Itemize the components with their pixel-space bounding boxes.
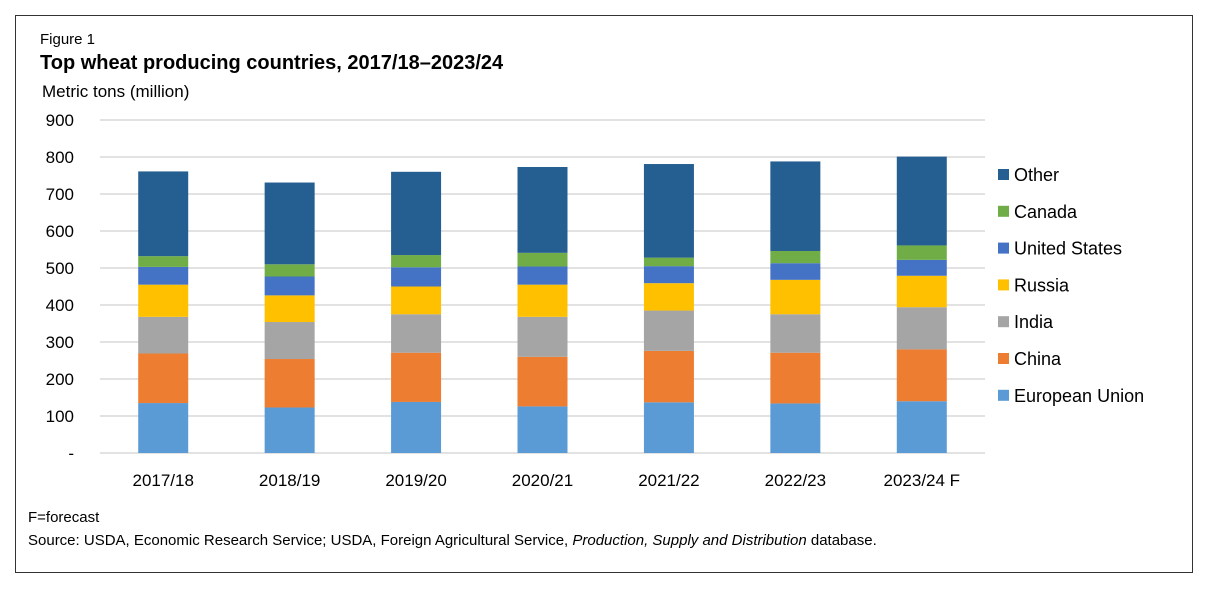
x-tick-label: 2017/18 bbox=[132, 471, 193, 490]
bar-segment-united-states bbox=[896, 259, 947, 276]
legend-swatch bbox=[998, 205, 1009, 217]
bar-segment-india bbox=[896, 307, 947, 350]
source-database: Production, Supply and Distribution bbox=[572, 532, 807, 549]
bar-segment-russia bbox=[138, 284, 189, 317]
forecast-note: F=forecast bbox=[28, 509, 100, 526]
bar-segment-china bbox=[770, 352, 821, 404]
bar-segment-china bbox=[643, 350, 694, 403]
bar-segment-china bbox=[517, 356, 568, 407]
bar-segment-other bbox=[391, 171, 442, 256]
bar-segment-canada bbox=[138, 256, 189, 267]
y-tick-label: 200 bbox=[46, 370, 74, 389]
bar-segment-india bbox=[643, 310, 694, 351]
bar-segment-russia bbox=[264, 295, 315, 323]
bar-segment-european-union bbox=[264, 407, 315, 453]
bar-segment-canada bbox=[770, 250, 821, 264]
bar-segment-united-states bbox=[517, 266, 568, 285]
y-tick-label: 600 bbox=[46, 222, 74, 241]
bar-segment-india bbox=[517, 316, 568, 357]
bar-segment-china bbox=[896, 349, 947, 402]
bar-segment-european-union bbox=[896, 401, 947, 453]
bar-segment-european-union bbox=[770, 403, 821, 453]
legend-label: European Union bbox=[1014, 386, 1144, 406]
source-note: Source: USDA, Economic Research Service;… bbox=[28, 532, 877, 549]
bar-segment-china bbox=[391, 352, 442, 402]
bar-segment-russia bbox=[643, 283, 694, 311]
bar-segment-india bbox=[264, 322, 315, 360]
bar-segment-other bbox=[896, 156, 947, 246]
bar-segment-united-states bbox=[391, 267, 442, 287]
bar-segment-canada bbox=[391, 255, 442, 268]
figure-frame bbox=[15, 15, 1193, 573]
bar-segment-russia bbox=[517, 284, 568, 317]
legend-label: Canada bbox=[1014, 202, 1078, 222]
legend-swatch bbox=[998, 353, 1009, 364]
bar-segment-canada bbox=[896, 245, 947, 260]
bar-segment-india bbox=[770, 314, 821, 353]
bar-segment-united-states bbox=[264, 276, 315, 296]
bar-segment-india bbox=[391, 314, 442, 353]
bar-segment-russia bbox=[896, 275, 947, 308]
x-tick-label: 2020/21 bbox=[512, 471, 573, 490]
bar-segment-european-union bbox=[643, 402, 694, 453]
chart-title: Top wheat producing countries, 2017/18–2… bbox=[40, 52, 504, 74]
bar-segment-russia bbox=[770, 279, 821, 315]
y-tick-label: 300 bbox=[46, 333, 74, 352]
legend-swatch bbox=[998, 389, 1009, 401]
y-axis-label: Metric tons (million) bbox=[42, 82, 190, 101]
x-tick-label: 2023/24 F bbox=[884, 471, 961, 490]
bar-segment-european-union bbox=[391, 401, 442, 453]
x-tick-label: 2018/19 bbox=[259, 471, 320, 490]
bar-segment-other bbox=[770, 161, 821, 251]
bar-segment-canada bbox=[643, 257, 694, 267]
y-tick-label: 900 bbox=[46, 111, 74, 130]
x-tick-label: 2022/23 bbox=[765, 471, 826, 490]
bar-segment-united-states bbox=[138, 266, 189, 285]
y-tick-label: 800 bbox=[46, 148, 74, 167]
source-prefix: Source: USDA, Economic Research Service;… bbox=[28, 532, 573, 549]
bar-segment-canada bbox=[264, 264, 315, 277]
bar-segment-european-union bbox=[138, 403, 189, 453]
bar-segment-united-states bbox=[643, 266, 694, 284]
bar-segment-other bbox=[138, 171, 189, 257]
bar-segment-other bbox=[643, 164, 694, 258]
y-tick-label: 400 bbox=[46, 296, 74, 315]
legend-label: United States bbox=[1014, 239, 1122, 259]
bar-segment-united-states bbox=[770, 263, 821, 280]
legend-label: China bbox=[1014, 349, 1062, 369]
bar-segment-india bbox=[138, 316, 189, 354]
bar-segment-european-union bbox=[517, 406, 568, 453]
bar-segment-canada bbox=[517, 252, 568, 267]
bar-segment-other bbox=[264, 182, 315, 265]
y-tick-label: 500 bbox=[46, 259, 74, 278]
legend-label: India bbox=[1014, 312, 1054, 332]
legend-label: Russia bbox=[1014, 275, 1070, 295]
y-tick-label: 100 bbox=[46, 407, 74, 426]
figure-label: Figure 1 bbox=[40, 31, 96, 48]
bar-segment-china bbox=[264, 359, 315, 408]
legend-swatch bbox=[998, 279, 1009, 291]
legend-swatch bbox=[998, 242, 1009, 254]
bar-segment-russia bbox=[391, 286, 442, 315]
y-tick-label: - bbox=[68, 444, 74, 463]
bar-segment-other bbox=[517, 166, 568, 253]
legend-label: Other bbox=[1014, 165, 1059, 185]
x-tick-label: 2021/22 bbox=[638, 471, 699, 490]
bar-segment-china bbox=[138, 353, 189, 404]
source-suffix: database. bbox=[806, 532, 877, 549]
legend-swatch bbox=[998, 169, 1009, 180]
y-tick-label: 700 bbox=[46, 185, 74, 204]
x-tick-label: 2019/20 bbox=[385, 471, 446, 490]
legend-swatch bbox=[998, 316, 1009, 328]
